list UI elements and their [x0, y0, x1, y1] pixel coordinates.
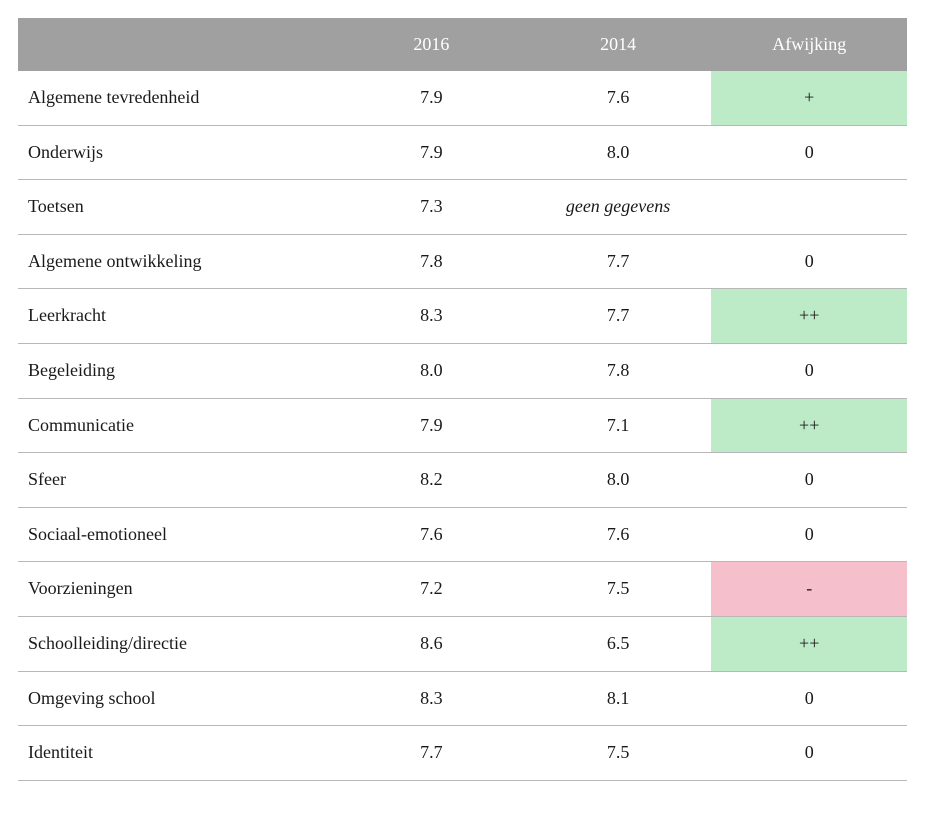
row-label: Algemene tevredenheid: [18, 71, 338, 125]
row-deviation-value: +: [711, 71, 907, 125]
row-label: Begeleiding: [18, 343, 338, 398]
row-label: Identiteit: [18, 726, 338, 781]
table-row: Onderwijs7.98.00: [18, 125, 907, 180]
col-header-label: [18, 18, 338, 71]
row-year2-value: 7.6: [525, 71, 712, 125]
table-row: Communicatie7.97.1++: [18, 398, 907, 453]
row-year2-value: 7.8: [525, 343, 712, 398]
row-deviation-value: 0: [711, 726, 907, 781]
row-label: Toetsen: [18, 180, 338, 235]
table-row: Schoolleiding/directie8.66.5++: [18, 616, 907, 671]
row-year1-value: 7.6: [338, 507, 525, 562]
row-label: Communicatie: [18, 398, 338, 453]
row-year2-value: 6.5: [525, 616, 712, 671]
satisfaction-table: 2016 2014 Afwijking Algemene tevredenhei…: [18, 18, 907, 781]
row-deviation-value: 0: [711, 671, 907, 726]
row-label: Voorzieningen: [18, 562, 338, 617]
row-deviation-value: 0: [711, 507, 907, 562]
row-year1-value: 7.9: [338, 71, 525, 125]
row-deviation-value: 0: [711, 234, 907, 289]
row-year1-value: 7.2: [338, 562, 525, 617]
table-row: Begeleiding8.07.80: [18, 343, 907, 398]
row-year1-value: 8.3: [338, 671, 525, 726]
row-deviation-value: ++: [711, 398, 907, 453]
row-year2-value: 7.6: [525, 507, 712, 562]
row-year1-value: 8.2: [338, 453, 525, 508]
row-year2-value: 7.7: [525, 234, 712, 289]
row-year2-value: 7.1: [525, 398, 712, 453]
col-header-year1: 2016: [338, 18, 525, 71]
col-header-year2: 2014: [525, 18, 712, 71]
row-year2-value: 8.0: [525, 453, 712, 508]
row-year1-value: 8.6: [338, 616, 525, 671]
col-header-deviation: Afwijking: [711, 18, 907, 71]
row-year2-value: 7.7: [525, 289, 712, 344]
table-row: Algemene tevredenheid7.97.6+: [18, 71, 907, 125]
row-label: Leerkracht: [18, 289, 338, 344]
row-year1-value: 7.8: [338, 234, 525, 289]
row-year2-value: geen gegevens: [525, 180, 712, 235]
table-row: Sfeer8.28.00: [18, 453, 907, 508]
table-header-row: 2016 2014 Afwijking: [18, 18, 907, 71]
row-year1-value: 7.7: [338, 726, 525, 781]
row-label: Sfeer: [18, 453, 338, 508]
row-deviation-value: 0: [711, 343, 907, 398]
row-year1-value: 8.3: [338, 289, 525, 344]
row-year1-value: 7.9: [338, 398, 525, 453]
row-label: Sociaal-emotioneel: [18, 507, 338, 562]
row-deviation-value: ++: [711, 616, 907, 671]
table-row: Toetsen7.3geen gegevens: [18, 180, 907, 235]
row-year1-value: 7.3: [338, 180, 525, 235]
row-year2-value: 8.1: [525, 671, 712, 726]
row-label: Schoolleiding/directie: [18, 616, 338, 671]
row-label: Onderwijs: [18, 125, 338, 180]
table-row: Sociaal-emotioneel7.67.60: [18, 507, 907, 562]
table-row: Omgeving school8.38.10: [18, 671, 907, 726]
row-deviation-value: ++: [711, 289, 907, 344]
row-label: Omgeving school: [18, 671, 338, 726]
table-body: Algemene tevredenheid7.97.6+Onderwijs7.9…: [18, 71, 907, 780]
row-deviation-value: [711, 180, 907, 235]
row-year1-value: 8.0: [338, 343, 525, 398]
row-deviation-value: -: [711, 562, 907, 617]
table-row: Algemene ontwikkeling7.87.70: [18, 234, 907, 289]
row-year2-value: 7.5: [525, 562, 712, 617]
table-row: Voorzieningen7.27.5-: [18, 562, 907, 617]
table-row: Leerkracht8.37.7++: [18, 289, 907, 344]
row-deviation-value: 0: [711, 453, 907, 508]
row-year1-value: 7.9: [338, 125, 525, 180]
row-year2-value: 8.0: [525, 125, 712, 180]
row-label: Algemene ontwikkeling: [18, 234, 338, 289]
table-row: Identiteit7.77.50: [18, 726, 907, 781]
row-deviation-value: 0: [711, 125, 907, 180]
row-year2-value: 7.5: [525, 726, 712, 781]
